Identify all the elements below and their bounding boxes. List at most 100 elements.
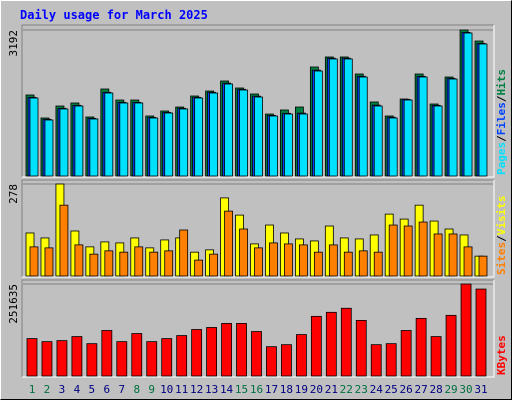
x-tick-label: 10 (160, 383, 173, 396)
bar (224, 210, 233, 277)
bar (254, 247, 263, 277)
bar (418, 76, 428, 177)
legend: Pages/Files/Hits (495, 69, 508, 175)
panel-shadow (21, 24, 494, 177)
bar (295, 334, 307, 377)
x-tick-label: 1 (29, 383, 36, 396)
legend-entry: Pages (495, 142, 508, 175)
panel-highlight (22, 25, 495, 178)
bar (269, 115, 278, 177)
bar (116, 341, 128, 377)
bar (149, 251, 159, 277)
bar (269, 242, 278, 277)
bar (179, 229, 189, 277)
bar (298, 113, 308, 177)
bar (179, 108, 189, 177)
x-tick-label: 17 (265, 383, 278, 396)
bar (224, 83, 233, 177)
bar (161, 338, 173, 377)
x-tick-label: 29 (444, 383, 457, 396)
bar (176, 335, 188, 377)
bar (29, 246, 39, 277)
bar (355, 320, 367, 377)
bar (221, 323, 232, 377)
x-tick-label: 13 (205, 383, 218, 396)
bar (254, 96, 263, 177)
bar (74, 105, 84, 177)
bar (400, 330, 412, 377)
y-tick-label: 278 (7, 184, 20, 204)
bar (164, 112, 174, 177)
bar (44, 247, 54, 277)
bar (463, 32, 473, 177)
bar (478, 43, 488, 177)
bar (433, 233, 443, 277)
bar (134, 246, 144, 277)
bar (370, 344, 382, 377)
bar (298, 244, 308, 277)
x-tick-label: 19 (295, 383, 308, 396)
bar (313, 70, 323, 177)
bar (104, 250, 114, 277)
x-tick-label: 7 (118, 383, 125, 396)
x-tick-label: 22 (340, 383, 353, 396)
bar (29, 97, 39, 177)
bar (239, 89, 248, 177)
bar (206, 327, 218, 377)
legend: Sites/Visits (495, 196, 508, 276)
x-tick-label: 4 (74, 383, 81, 396)
bar (343, 58, 353, 177)
bar (191, 329, 203, 377)
legend-entry: Visits (495, 196, 508, 236)
x-tick-label: 6 (104, 383, 111, 396)
bar (194, 97, 204, 177)
x-tick-label: 2 (44, 383, 51, 396)
bar (385, 343, 397, 377)
legend-entry: Sites (495, 242, 508, 275)
x-tick-label: 14 (220, 383, 234, 396)
x-tick-label: 18 (280, 383, 293, 396)
x-tick-label: 28 (429, 383, 442, 396)
legend-separator: / (495, 95, 508, 102)
x-tick-label: 15 (235, 383, 248, 396)
panel-shadow (21, 179, 494, 277)
bar (284, 243, 293, 277)
y-tick-label: 3192 (7, 30, 20, 57)
x-tick-label: 16 (250, 383, 263, 396)
bar (194, 259, 204, 277)
bar (418, 221, 428, 277)
bar (101, 330, 113, 377)
bar (119, 102, 129, 177)
bar (328, 58, 338, 177)
bar (430, 336, 442, 377)
bar (119, 251, 129, 277)
bar (71, 336, 83, 377)
panel-highlight (22, 280, 495, 378)
bar (131, 333, 143, 377)
x-tick-label: 5 (89, 383, 96, 396)
bar (239, 228, 248, 277)
x-tick-label: 26 (400, 383, 413, 396)
bar (89, 118, 99, 177)
bar (104, 92, 114, 177)
bar (284, 113, 293, 177)
x-tick-label: 12 (190, 383, 203, 396)
x-tick-label: 31 (474, 383, 487, 396)
bar (86, 343, 98, 377)
bar (463, 246, 473, 277)
legend: KBytes (495, 335, 508, 375)
legend-entry: Hits (495, 69, 508, 96)
x-tick-label: 8 (133, 383, 140, 396)
bar (59, 204, 69, 277)
bar (209, 253, 219, 277)
bar (149, 117, 159, 177)
bar (266, 346, 277, 377)
bar (310, 315, 322, 377)
bar (415, 317, 427, 377)
bar (325, 311, 337, 377)
x-tick-label: 3 (59, 383, 66, 396)
bar (89, 253, 99, 277)
bar (26, 338, 38, 377)
bar (41, 341, 53, 377)
bar (433, 105, 443, 177)
